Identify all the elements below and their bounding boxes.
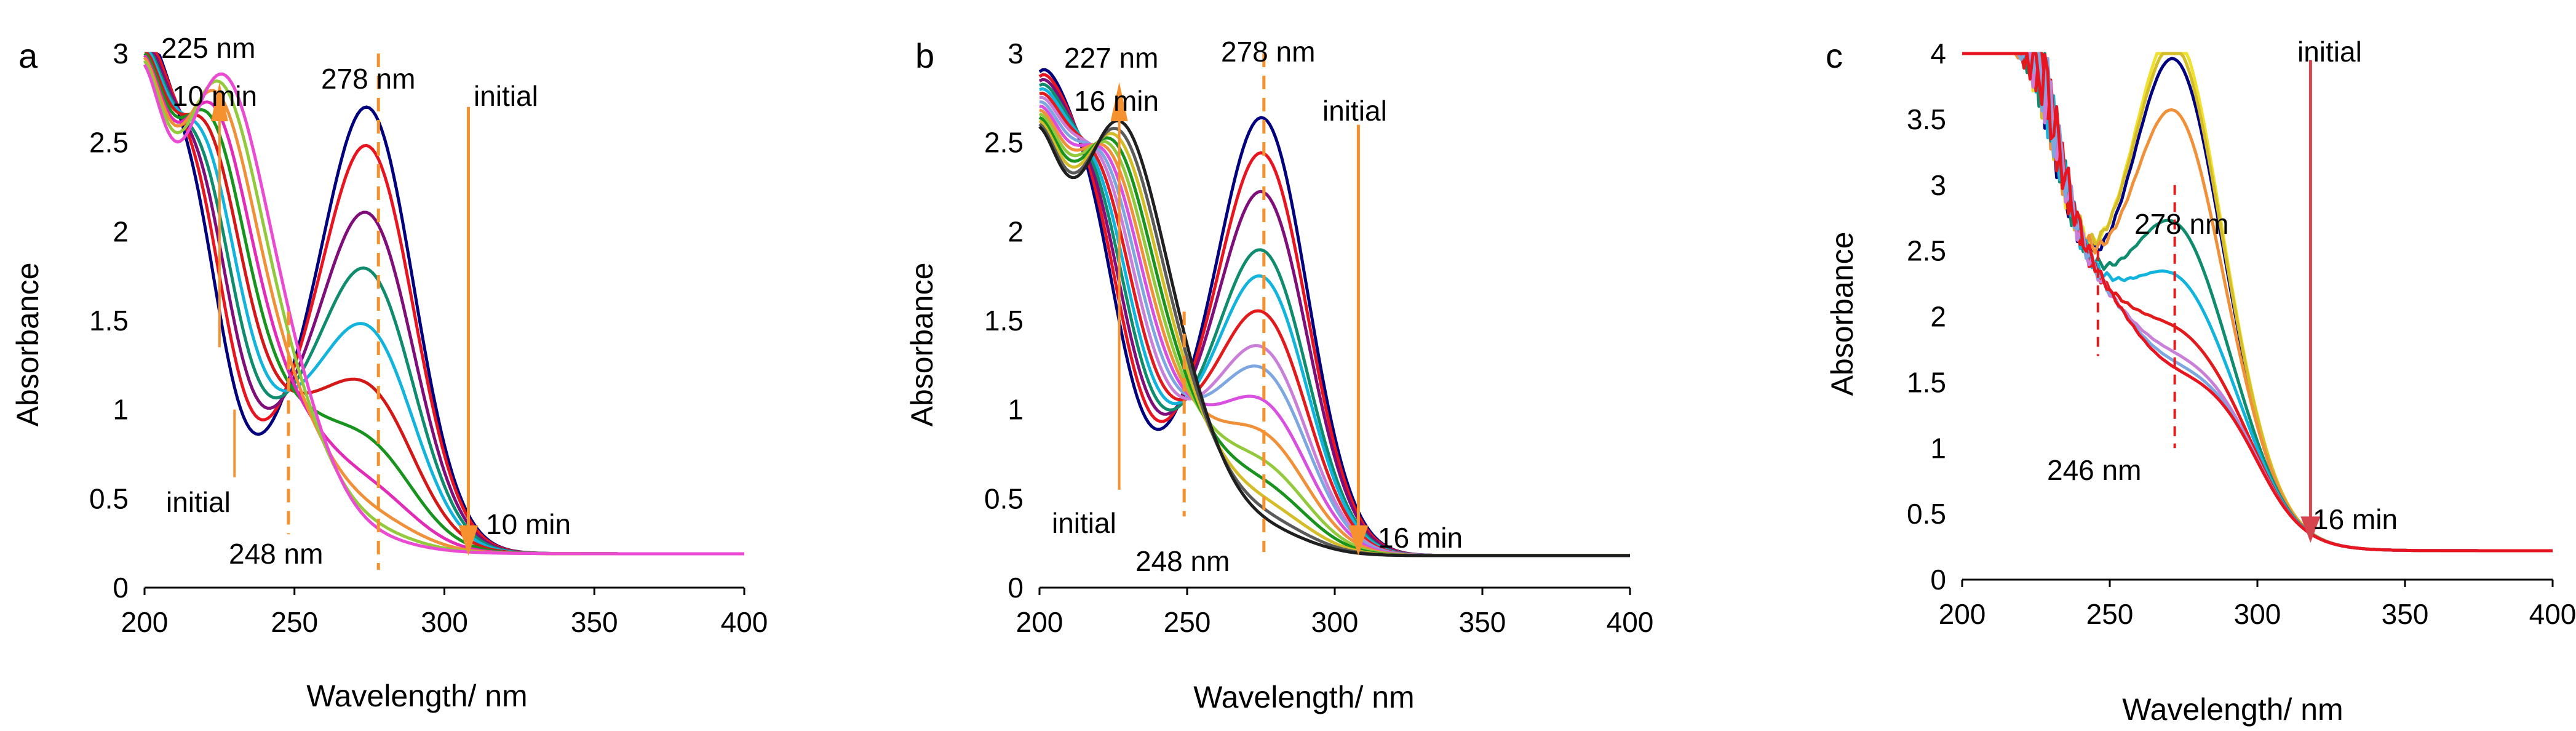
- panel-c-main-peak-label: 278 nm: [2134, 208, 2228, 240]
- panel-b-end-time-label: 16 min: [1378, 522, 1463, 554]
- y-tick-label: 0: [113, 572, 129, 604]
- y-tick-label: 1: [1930, 432, 1946, 464]
- panel-c-label: c: [1826, 36, 1843, 75]
- panel-a-y-ticks: 0 0.5 1 1.5 2 2.5 3: [89, 38, 129, 604]
- panel-c-isosbestic-label: 246 nm: [2047, 454, 2141, 486]
- panel-a-label: a: [18, 36, 38, 75]
- panel-b-y-axis-title: Absorbance: [905, 263, 939, 427]
- panel-a-initial-top-label: initial: [474, 80, 538, 112]
- panel-c-y-axis-title: Absorbance: [1825, 232, 1859, 396]
- panel-b-label: b: [915, 36, 934, 75]
- series-line: [1038, 119, 1630, 557]
- y-tick-label: 0: [1930, 564, 1946, 596]
- y-tick-label: 2: [1008, 215, 1024, 247]
- panel-a-initial-bottom-label: initial: [166, 486, 231, 518]
- x-tick-label: 350: [2382, 598, 2429, 630]
- y-tick-label: 2.5: [984, 127, 1024, 159]
- arrow-head: [1110, 82, 1128, 121]
- panel-c-initial-top-label: initial: [2297, 36, 2362, 68]
- y-tick-label: 2: [1930, 301, 1946, 333]
- series-line: [1962, 52, 2553, 553]
- panel-b-markers: [1110, 54, 1369, 556]
- arrow-head: [1348, 525, 1369, 556]
- y-tick-label: 4: [1930, 38, 1946, 70]
- panel-a-series: [143, 52, 744, 556]
- panel-a-short-time-label: 10 min: [172, 80, 257, 112]
- panel-c-series: [1962, 52, 2553, 553]
- panel-c-markers: [2096, 60, 2321, 543]
- panel-a-markers: [210, 54, 479, 570]
- x-tick-label: 250: [1164, 606, 1211, 638]
- y-tick-label: 3: [113, 38, 129, 70]
- x-tick-label: 200: [1016, 606, 1063, 638]
- panel-a-isosbestic-label: 248 nm: [229, 538, 323, 570]
- panel-a: a Absorbance Wavelength/ nm 0 0.5 1 1.5 2 2.5…: [10, 32, 768, 713]
- series-line: [143, 63, 744, 556]
- panel-a-short-peak-label: 225 nm: [161, 32, 255, 64]
- x-tick-label: 200: [121, 606, 169, 638]
- y-tick-label: 1.5: [89, 305, 129, 337]
- x-tick-label: 350: [571, 606, 618, 638]
- y-tick-label: 0.5: [89, 482, 129, 514]
- panel-b-initial-bottom-label: initial: [1052, 507, 1116, 539]
- panel-b-x-ticks: 200 250 300 350 400: [1016, 588, 1654, 638]
- panel-a-x-axis-title: Wavelength/ nm: [306, 679, 527, 713]
- y-tick-label: 0: [1008, 572, 1024, 604]
- panel-b-series: [1038, 68, 1630, 557]
- y-tick-label: 3: [1930, 169, 1946, 201]
- panel-c-end-time-label: 16 min: [2313, 503, 2398, 535]
- panel-c-x-ticks: 200 250 300 350 400: [1939, 580, 2576, 630]
- arrow-head: [2300, 516, 2321, 543]
- panel-c-y-ticks: 0 0.5 1 1.5 2 2.5 3 3.5 4: [1907, 38, 1946, 596]
- x-tick-label: 300: [2234, 598, 2281, 630]
- x-tick-label: 200: [1939, 598, 1986, 630]
- panel-c-x-axis-title: Wavelength/ nm: [2122, 692, 2343, 727]
- y-tick-label: 2.5: [89, 127, 129, 159]
- y-tick-label: 1: [1008, 394, 1024, 426]
- panel-a-main-peak-label: 278 nm: [321, 63, 415, 95]
- x-tick-label: 250: [2086, 598, 2134, 630]
- x-tick-label: 300: [1311, 606, 1359, 638]
- panel-b: b Absorbance Wavelength/ nm 0 0.5 1 1.5 2 2.5…: [905, 36, 1653, 714]
- x-tick-label: 400: [721, 606, 768, 638]
- series-line: [143, 57, 744, 556]
- panel-a-x-ticks: 200 250 300 350 400: [121, 588, 768, 638]
- y-tick-label: 3: [1008, 38, 1024, 70]
- y-tick-label: 3.5: [1907, 103, 1946, 135]
- y-tick-label: 0.5: [1907, 498, 1946, 530]
- panel-b-short-peak-label: 227 nm: [1064, 42, 1158, 74]
- x-tick-label: 350: [1459, 606, 1506, 638]
- y-tick-label: 1.5: [1907, 366, 1946, 398]
- arrow-head: [458, 525, 479, 556]
- panel-b-x-axis-title: Wavelength/ nm: [1193, 680, 1414, 714]
- panel-b-isosbestic-label: 248 nm: [1135, 545, 1230, 577]
- y-tick-label: 1.5: [984, 305, 1024, 337]
- panel-c: c Absorbance Wavelength/ nm 0 0.5 1 1.5 2 2.5…: [1825, 36, 2576, 727]
- x-tick-label: 400: [1607, 606, 1654, 638]
- y-tick-label: 2: [113, 215, 129, 247]
- y-tick-label: 1: [113, 394, 129, 426]
- arrow-head: [210, 82, 228, 121]
- panel-a-end-time-label: 10 min: [486, 508, 571, 540]
- y-tick-label: 0.5: [984, 482, 1024, 514]
- panel-b-initial-top-label: initial: [1322, 95, 1387, 127]
- panel-b-main-peak-label: 278 nm: [1221, 36, 1315, 68]
- x-tick-label: 400: [2529, 598, 2576, 630]
- x-tick-label: 300: [421, 606, 468, 638]
- panel-a-y-axis-title: Absorbance: [10, 263, 45, 427]
- panel-b-y-ticks: 0 0.5 1 1.5 2 2.5 3: [984, 38, 1024, 604]
- panel-b-short-time-label: 16 min: [1074, 85, 1159, 117]
- x-tick-label: 250: [271, 606, 318, 638]
- y-tick-label: 2.5: [1907, 235, 1946, 267]
